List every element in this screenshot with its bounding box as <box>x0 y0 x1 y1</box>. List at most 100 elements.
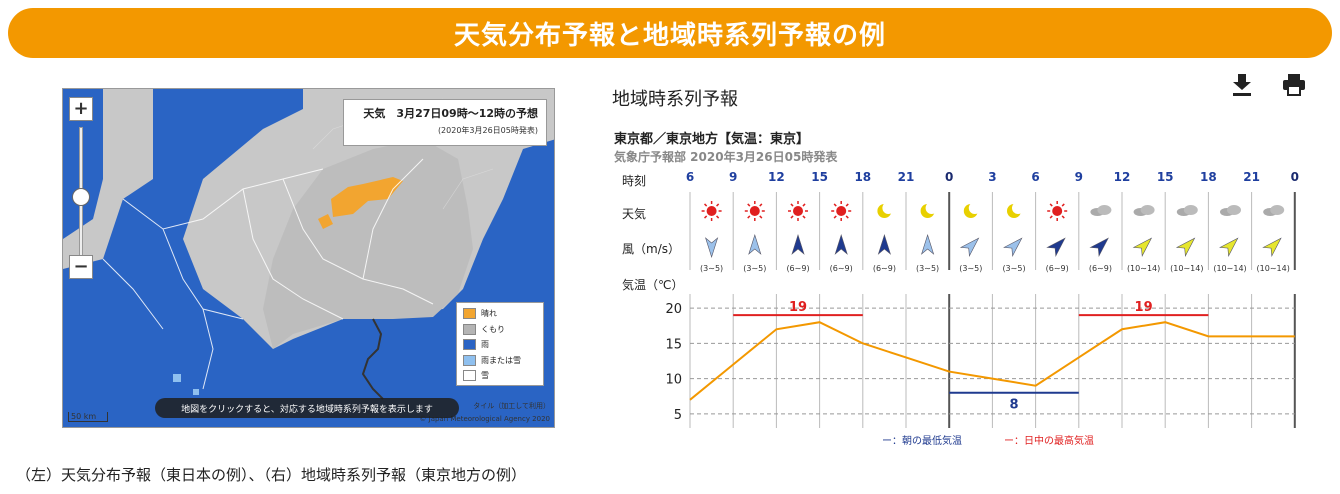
wind-speed-label: (6∼9) <box>1046 264 1069 273</box>
wind-speed-label: (3∼5) <box>700 264 723 273</box>
wind-arrow-icon <box>748 234 762 255</box>
legend-label: 雨 <box>481 340 489 350</box>
map-info-box: 天気 3月27日09時～12時の予想 (2020年3月26日05時発表) <box>343 99 547 146</box>
moon-icon <box>877 204 892 218</box>
wind-speed-label: (10∼14) <box>1170 264 1203 273</box>
legend-swatch <box>463 339 476 351</box>
zoom-out-button[interactable]: − <box>69 255 93 279</box>
legend-swatch <box>463 354 476 366</box>
wind-speed-label: (10∼14) <box>1257 264 1290 273</box>
zoom-in-button[interactable]: + <box>69 97 93 121</box>
wind-speed-label: (10∼14) <box>1127 264 1160 273</box>
download-icon <box>1233 74 1251 96</box>
legend-item: 雨または雪 <box>463 353 537 369</box>
sun-icon <box>793 206 803 216</box>
sun-ray <box>747 203 751 207</box>
cloud-icon <box>1220 208 1234 216</box>
wind-arrow-icon <box>921 234 935 255</box>
time-tick-label: 3 <box>988 170 997 184</box>
sun-ray <box>1061 215 1065 219</box>
cloud-icon-puff <box>1227 205 1241 215</box>
row-label-weather: 天気 <box>622 207 647 221</box>
min-temp-label: 8 <box>1009 398 1018 413</box>
sun-ray <box>802 215 806 219</box>
time-tick-label: 15 <box>1156 170 1174 184</box>
time-tick-label: 18 <box>1200 170 1217 184</box>
legend-label: 雪 <box>481 371 489 381</box>
time-tick-label: 21 <box>1243 170 1260 184</box>
time-tick-label: 12 <box>1113 170 1131 184</box>
moon-shadow <box>925 202 938 214</box>
time-tick-label: 9 <box>1074 170 1083 184</box>
time-tick-label: 9 <box>729 170 738 184</box>
sun-icon <box>706 206 717 216</box>
sun-ray <box>833 215 837 219</box>
wind-arrow-icon <box>1262 237 1282 257</box>
sun-ray <box>1061 203 1065 207</box>
legend-low: ー：朝の最低気温 <box>882 436 962 447</box>
map-legend: 晴れくもり雨雨または雪雪 <box>456 302 544 386</box>
wind-arrow-icon <box>791 234 805 255</box>
row-label-time: 時刻 <box>622 174 647 188</box>
legend-high: ー：日中の最高気温 <box>1004 436 1094 447</box>
legend-item: 晴れ <box>463 306 537 322</box>
wind-speed-label: (10∼14) <box>1213 264 1246 273</box>
moon-shadow <box>882 202 895 214</box>
sun-ray <box>703 215 708 219</box>
sun-icon <box>749 206 760 216</box>
legend-label: 雨または雪 <box>481 355 521 365</box>
wind-arrow-icon <box>1132 237 1153 257</box>
wind-arrow-icon <box>1046 237 1066 257</box>
banner-title: 天気分布予報と地域時系列予報の例 <box>453 20 886 51</box>
map-info-title: 天気 3月27日09時～12時の予想 <box>363 107 538 120</box>
wind-speed-label: (6∼9) <box>1089 264 1112 273</box>
cloud-icon <box>1133 208 1148 216</box>
weather-distribution-map[interactable]: + − 天気 3月27日09時～12時の予想 (2020年3月26日05時発表)… <box>62 88 555 428</box>
sun-ray <box>759 215 763 219</box>
sun-ray <box>790 215 794 219</box>
legend-swatch <box>463 370 476 382</box>
wind-arrow-icon <box>959 237 980 257</box>
map-hint: 地図をクリックすると、対応する地域時系列予報を表示します <box>155 398 459 418</box>
map-scale: 50 km <box>68 412 108 422</box>
wind-speed-label: (3∼5) <box>743 264 766 273</box>
wind-speed-label: (3∼5) <box>1002 264 1025 273</box>
sun-ray <box>833 203 837 207</box>
time-tick-label: 0 <box>945 170 954 184</box>
map-attribution-style: タイル（加工して利用） <box>473 402 550 410</box>
wind-speed-label: (6∼9) <box>830 264 853 273</box>
wind-speed-label: (6∼9) <box>786 264 809 273</box>
download-button[interactable] <box>1230 72 1254 98</box>
print-button[interactable] <box>1282 72 1306 98</box>
issued-time: 気象庁予報部 2020年3月26日05時発表 <box>614 150 838 164</box>
sun-icon <box>1052 206 1063 216</box>
cloud-icon <box>1176 208 1191 216</box>
row-label-temp: 気温（℃） <box>622 278 684 292</box>
sun-ray <box>759 203 763 207</box>
y-tick-label: 20 <box>665 302 682 317</box>
wind-arrow-icon <box>1089 237 1109 257</box>
moon-shadow <box>1012 202 1024 214</box>
sun-ray <box>747 215 751 219</box>
max-temp-label: 19 <box>789 300 807 315</box>
zoom-slider-thumb[interactable] <box>72 188 90 206</box>
time-tick-label: 15 <box>811 170 828 184</box>
sun-icon <box>836 206 847 216</box>
wind-speed-label: (3∼5) <box>916 264 939 273</box>
sun-ray <box>1049 215 1053 219</box>
region-name: 東京都／東京地方【気温：東京】 <box>614 132 810 147</box>
cloud-icon-puff <box>1270 205 1285 215</box>
sun-ray <box>703 203 708 207</box>
wind-speed-label: (3∼5) <box>959 264 982 273</box>
map-attribution: © Japan Meteorological Agency 2020 <box>419 415 550 423</box>
sun-ray <box>802 203 806 207</box>
time-tick-label: 21 <box>897 170 915 184</box>
max-temp-label: 19 <box>1135 300 1153 315</box>
wind-arrow-icon <box>705 237 719 258</box>
wind-speed-label: (6∼9) <box>873 264 896 273</box>
legend-label: くもり <box>481 324 505 334</box>
time-tick-label: 0 <box>1290 170 1299 184</box>
time-tick-label: 6 <box>1031 170 1040 184</box>
cloud-icon-puff <box>1140 205 1155 215</box>
moon-icon <box>963 204 978 218</box>
